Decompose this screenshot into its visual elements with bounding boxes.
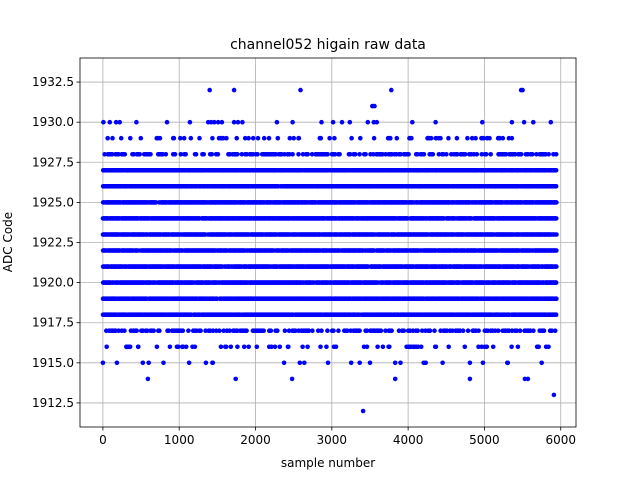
data-point xyxy=(554,264,559,269)
data-point xyxy=(553,280,559,285)
data-point xyxy=(553,184,559,189)
data-point xyxy=(554,232,559,237)
data-point xyxy=(553,312,559,318)
data-point xyxy=(554,200,559,205)
data-points xyxy=(100,87,559,414)
data-point xyxy=(554,216,559,221)
data-point xyxy=(554,296,559,302)
data-point xyxy=(554,248,559,253)
